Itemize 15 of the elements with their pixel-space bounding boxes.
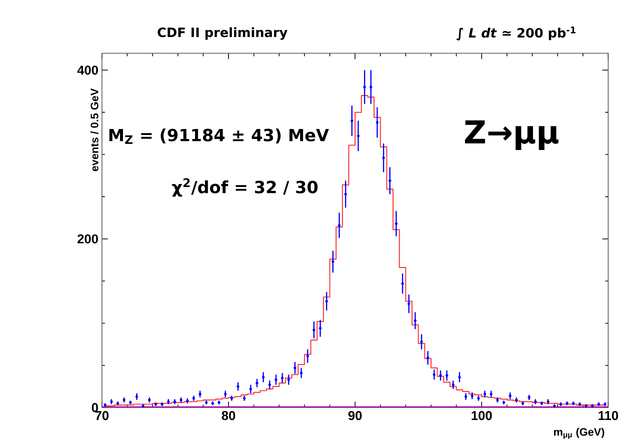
- annotation: χ$^{2}$/dof = 32 / 30: [172, 178, 318, 197]
- x-tick-label: 90: [348, 411, 362, 420]
- text: ∫ L dt ≃ 200 pb$^{-1}$: [456, 26, 576, 40]
- x-axis-title: m$_{μμ}$ (GeV): [554, 428, 604, 439]
- text: CDF II preliminary: [158, 27, 288, 40]
- x-tick-label: 110: [598, 411, 618, 420]
- y-tick-label: 200: [78, 234, 98, 244]
- annotation: M$_{Z}$ = (91184 ± 43) MeV: [109, 128, 329, 144]
- y-tick-label: 0: [92, 402, 98, 412]
- x-tick-label: 100: [472, 411, 492, 420]
- y-tick-label: 400: [77, 66, 98, 75]
- annotation: Z→μμ: [465, 120, 558, 150]
- x-tick-label: 80: [222, 411, 236, 420]
- x-tick-label: 70: [95, 411, 109, 420]
- y-axis-title: events / 0.5 GeV: [90, 88, 98, 172]
